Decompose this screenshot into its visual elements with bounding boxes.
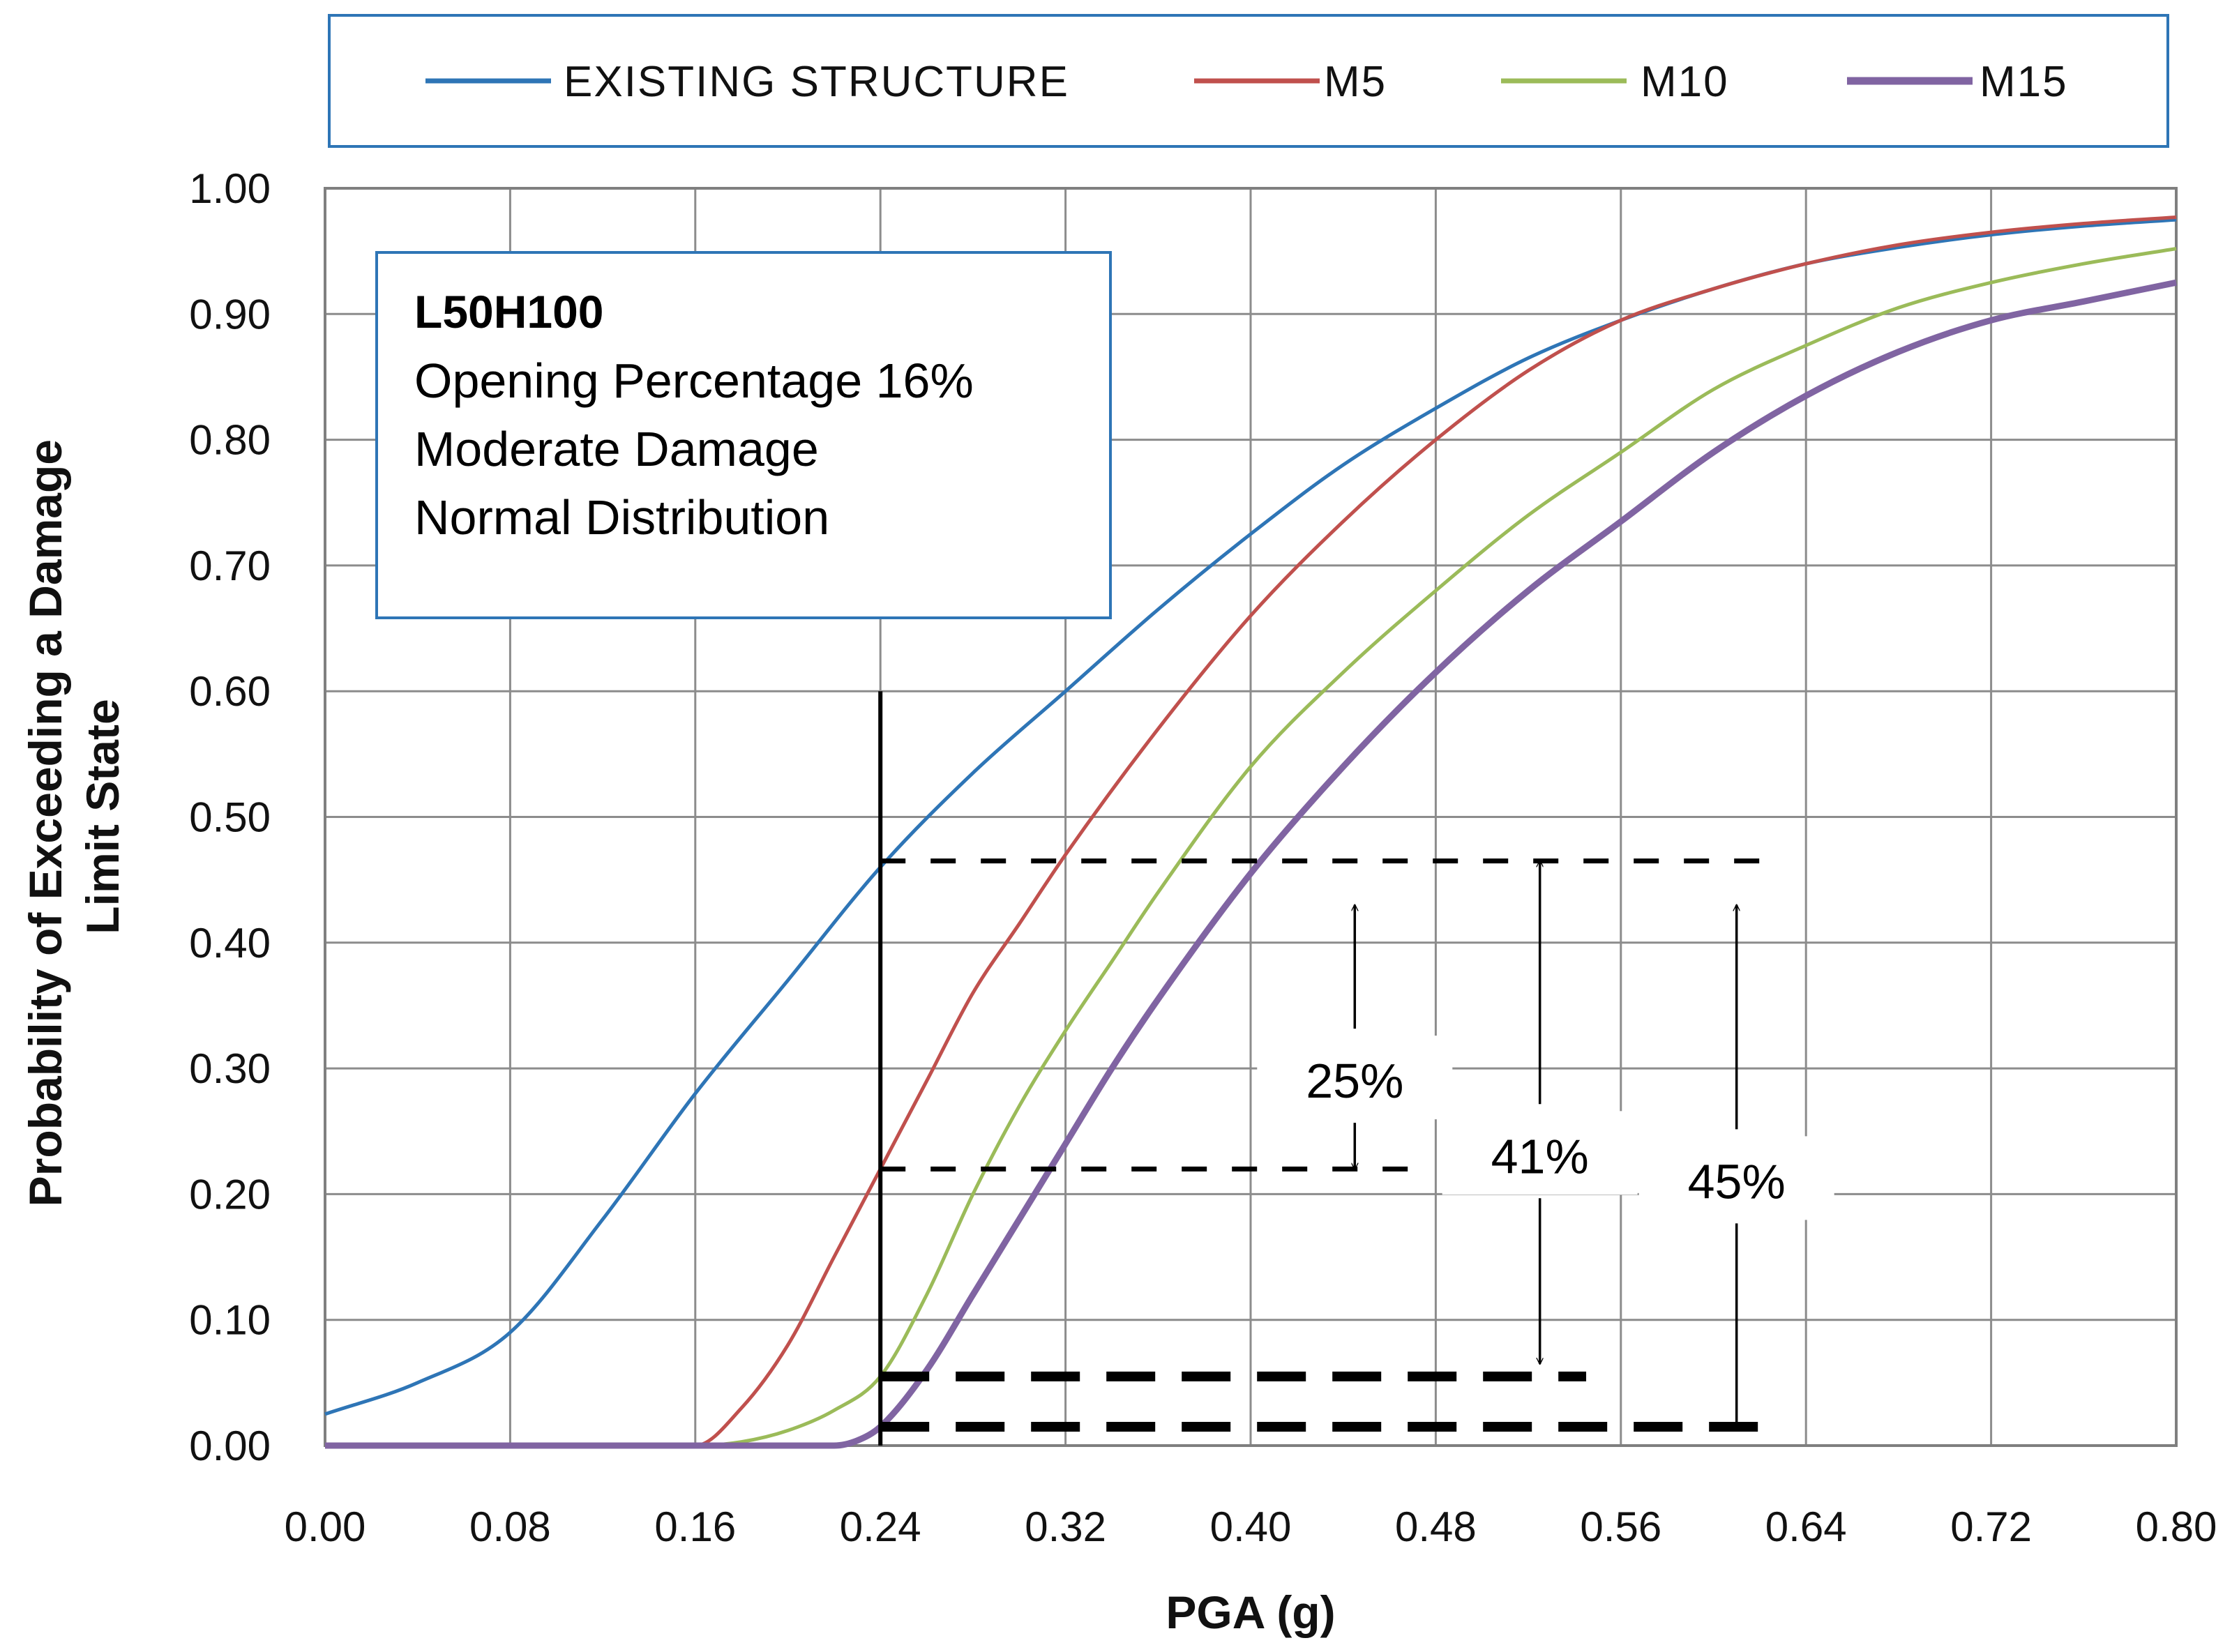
y-tick-label: 0.60: [189, 668, 271, 715]
y-tick-label: 0.20: [189, 1171, 271, 1218]
plot-area-border: [324, 187, 2178, 1447]
difference-label-background: [1442, 1111, 1638, 1195]
x-tick-label: 0.00: [285, 1503, 366, 1550]
legend-label-m10: M10: [1641, 58, 1729, 106]
y-axis-title-line-1: Probability of Exceeding a Damage: [20, 439, 71, 1206]
info-box-line-damage: Moderate Damage: [414, 422, 819, 476]
y-tick-label: 0.10: [189, 1297, 271, 1344]
y-tick-label: 0.40: [189, 920, 271, 967]
y-tick-label: 0.00: [189, 1423, 271, 1469]
series-lines: [324, 215, 2177, 1449]
y-tick-label: 0.30: [189, 1045, 271, 1092]
annotations: 25% 41% 45%: [878, 691, 1834, 1446]
x-tick-label: 0.56: [1580, 1503, 1661, 1550]
legend-label-m5: M5: [1324, 58, 1387, 106]
series-line-m10: [325, 247, 2177, 1448]
y-tick-label: 0.50: [189, 794, 271, 841]
x-axis-title: PGA (g): [1166, 1586, 1335, 1638]
x-tick-label: 0.40: [1210, 1503, 1292, 1550]
y-tick-label: 0.90: [189, 291, 271, 338]
y-axis-title: Probability of Exceeding a Damage Limit …: [20, 427, 128, 1207]
x-tick-label: 0.08: [469, 1503, 551, 1550]
x-tick-label: 0.24: [840, 1503, 921, 1550]
difference-label: 45%: [1688, 1154, 1786, 1208]
y-tick-labels: 0.00 0.10 0.20 0.30 0.40 0.50 0.60 0.70 0.80 0.90…: [189, 165, 271, 1469]
y-tick-label: 0.70: [189, 543, 271, 589]
legend-items: EXISTING STRUCTURE M5 M10 M15: [425, 58, 2068, 106]
x-tick-label: 0.72: [1950, 1503, 2032, 1550]
legend: EXISTING STRUCTURE M5 M10 M15: [328, 14, 2169, 148]
info-box: L50H100 Opening Percentage 16% Moderate …: [375, 251, 1112, 619]
difference-label-background: [1257, 1036, 1453, 1120]
x-tick-label: 0.48: [1395, 1503, 1477, 1550]
info-box-frame: [375, 251, 1112, 619]
y-axis-title-line-2: Limit State: [77, 699, 128, 934]
series-line-m15: [325, 279, 2177, 1449]
gridlines: [325, 188, 2176, 1446]
x-tick-label: 0.16: [654, 1503, 736, 1550]
x-tick-labels: 0.00 0.08 0.16 0.24 0.32 0.40 0.48 0.56 0.64 0.72…: [285, 1503, 2217, 1550]
x-tick-label: 0.32: [1025, 1503, 1106, 1550]
info-box-title: L50H100: [414, 286, 604, 338]
series-line-m5: [325, 215, 2177, 1448]
difference-label-background: [1638, 1136, 1834, 1220]
difference-label: 41%: [1491, 1129, 1589, 1183]
x-tick-label: 0.64: [1765, 1503, 1847, 1550]
legend-label-existing-structure: EXISTING STRUCTURE: [564, 58, 1069, 106]
legend-label-m15: M15: [1980, 58, 2068, 106]
x-tick-label: 0.80: [2136, 1503, 2217, 1550]
info-box-line-opening: Opening Percentage 16%: [414, 354, 974, 408]
y-tick-label: 0.80: [189, 417, 271, 464]
difference-label: 25%: [1306, 1054, 1403, 1108]
info-box-line-distribution: Normal Distribution: [414, 490, 829, 545]
y-tick-label: 1.00: [189, 165, 271, 212]
